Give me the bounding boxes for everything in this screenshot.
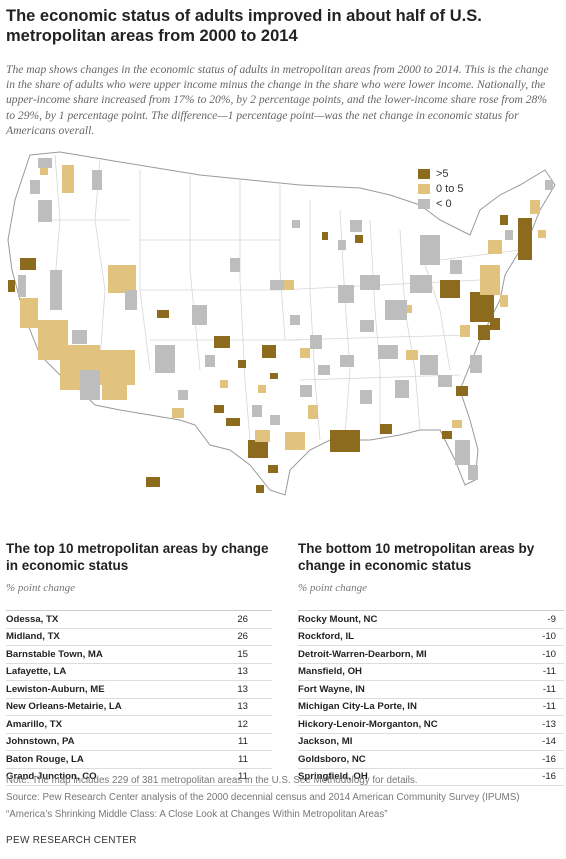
metro-name: New Orleans-Metairie, LA: [6, 701, 122, 713]
legend-label: < 0: [436, 198, 452, 210]
point-change-value: 11: [238, 753, 248, 765]
pew-logo-text: PEW RESEARCH CENTER: [6, 835, 137, 846]
bottom-10-table: The bottom 10 metropolitan areas by chan…: [298, 540, 564, 786]
metro-name: Michigan City-La Porte, IN: [298, 701, 417, 713]
state-borders: [40, 154, 521, 441]
table-row: Midland, TX 26: [6, 629, 272, 646]
point-change-value: 15: [237, 648, 248, 660]
metro-name: Grand Junction, CO: [6, 771, 97, 783]
legend-item: >5: [418, 168, 464, 180]
metro-areas-under-0: [18, 158, 553, 480]
metro-name: Jackson, MI: [298, 736, 353, 748]
table-row: Fort Wayne, IN -11: [298, 681, 564, 699]
metro-name: Fort Wayne, IN: [298, 683, 365, 695]
metro-name: Lafayette, LA: [6, 666, 67, 678]
table-row: Johnstown, PA 11: [6, 734, 272, 751]
point-change-value: 13: [237, 701, 248, 713]
table-row: Springfield, OH -16: [298, 769, 564, 786]
metro-name: Detroit-Warren-Dearborn, MI: [298, 648, 427, 660]
bottom-table-subtitle: % point change: [298, 582, 368, 594]
source-text: Source: Pew Research Center analysis of …: [6, 792, 520, 803]
legend-swatch-over-5: [418, 169, 430, 179]
table-row: Detroit-Warren-Dearborn, MI -10: [298, 646, 564, 664]
footnotes: Note: The map includes 229 of 381 metrop…: [6, 772, 558, 823]
table-row: Amarillo, TX 12: [6, 716, 272, 734]
point-change-value: 11: [238, 736, 248, 748]
legend-swatch-0-to-5: [418, 184, 430, 194]
map-legend: >5 0 to 5 < 0: [418, 168, 464, 213]
point-change-value: -9: [547, 613, 556, 625]
table-row: Baton Rouge, LA 11: [6, 751, 272, 769]
point-change-value: -10: [542, 631, 556, 643]
legend-swatch-under-0: [418, 199, 430, 209]
point-change-value: -11: [542, 666, 556, 678]
legend-item: < 0: [418, 198, 464, 210]
report-title: “America’s Shrinking Middle Class: A Clo…: [6, 809, 388, 820]
table-row: Rockford, IL -10: [298, 629, 564, 646]
point-change-value: 13: [237, 666, 248, 678]
metro-name: Lewiston-Auburn, ME: [6, 683, 105, 695]
metro-areas-over-5: [8, 215, 532, 493]
table-row: New Orleans-Metairie, LA 13: [6, 699, 272, 716]
table-row: Rocky Mount, NC -9: [298, 611, 564, 629]
table-row: Mansfield, OH -11: [298, 664, 564, 681]
table-row: Hickory-Lenoir-Morganton, NC -13: [298, 716, 564, 734]
point-change-value: -16: [542, 771, 556, 783]
note-text: Note: The map includes 229 of 381 metrop…: [6, 775, 418, 786]
point-change-value: 13: [237, 683, 248, 695]
point-change-value: -11: [542, 701, 556, 713]
table-row: Barnstable Town, MA 15: [6, 646, 272, 664]
table-row: Michigan City-La Porte, IN -11: [298, 699, 564, 716]
legend-label: 0 to 5: [436, 183, 464, 195]
point-change-value: -14: [542, 736, 556, 748]
metro-name: Barnstable Town, MA: [6, 648, 103, 660]
legend-label: >5: [436, 168, 449, 180]
us-outline: [7, 151, 556, 496]
metro-name: Springfield, OH: [298, 771, 368, 783]
metro-name: Rocky Mount, NC: [298, 613, 378, 625]
table-row: Grand Junction, CO 11: [6, 769, 272, 786]
chart-subtitle: The map shows changes in the economic st…: [6, 63, 549, 137]
point-change-value: 26: [237, 613, 248, 625]
point-change-value: -13: [542, 718, 556, 730]
metro-name: Johnstown, PA: [6, 736, 75, 748]
metro-name: Rockford, IL: [298, 631, 354, 643]
point-change-value: -10: [542, 648, 556, 660]
point-change-value: -16: [542, 753, 556, 765]
chart-title: The economic status of adults improved i…: [6, 7, 482, 45]
metro-name: Goldsboro, NC: [298, 753, 366, 765]
metro-name: Amarillo, TX: [6, 718, 62, 730]
us-metro-map: [7, 151, 556, 496]
table-row: Goldsboro, NC -16: [298, 751, 564, 769]
metro-name: Mansfield, OH: [298, 666, 362, 678]
point-change-value: -11: [542, 683, 556, 695]
metro-name: Baton Rouge, LA: [6, 753, 84, 765]
point-change-value: 26: [237, 631, 248, 643]
top-table-title: The top 10 metropolitan areas by change …: [6, 541, 269, 573]
legend-item: 0 to 5: [418, 183, 464, 195]
bottom-table-rows: Rocky Mount, NC -9 Rockford, IL -10 Detroit-…: [298, 610, 564, 786]
top-10-table: The top 10 metropolitan areas by change …: [6, 540, 272, 786]
table-row: Lafayette, LA 13: [6, 664, 272, 681]
bottom-table-title: The bottom 10 metropolitan areas by chan…: [298, 541, 535, 573]
metro-name: Midland, TX: [6, 631, 60, 643]
table-row: Jackson, MI -14: [298, 734, 564, 751]
top-table-subtitle: % point change: [6, 582, 76, 594]
metro-name: Hickory-Lenoir-Morganton, NC: [298, 718, 438, 730]
table-row: Lewiston-Auburn, ME 13: [6, 681, 272, 699]
top-table-rows: Odessa, TX 26 Midland, TX 26 Barnstable Town…: [6, 610, 272, 786]
point-change-value: 11: [238, 771, 248, 783]
point-change-value: 12: [237, 718, 248, 730]
metro-name: Odessa, TX: [6, 613, 59, 625]
table-row: Odessa, TX 26: [6, 611, 272, 629]
